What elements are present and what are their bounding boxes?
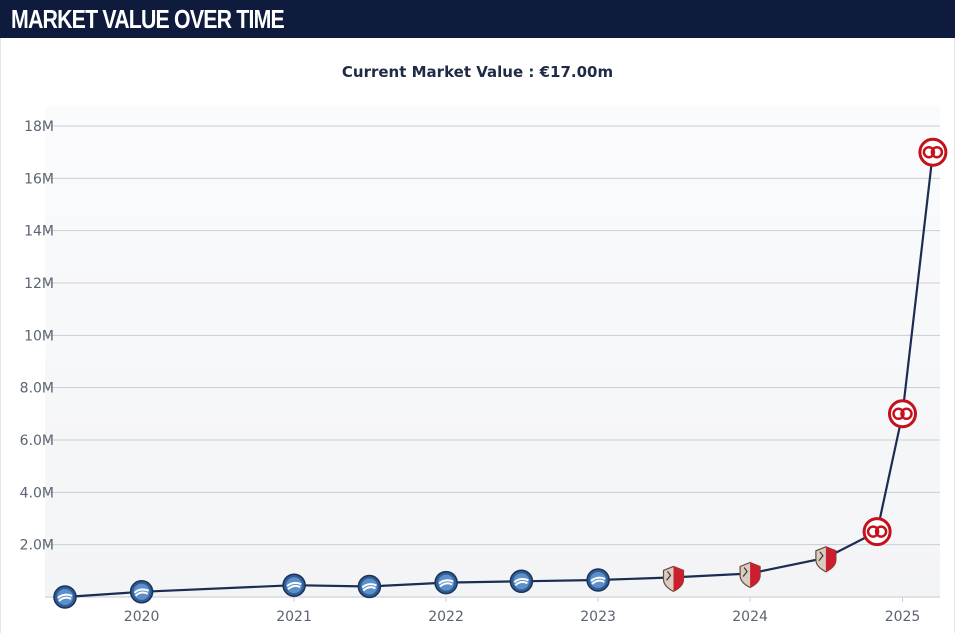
data-point-brighton-crest <box>357 574 382 599</box>
y-tick-label: 6.0M <box>20 433 54 449</box>
market-value-line <box>64 152 934 599</box>
data-point-cardiff-crest <box>815 546 837 573</box>
y-tick-label: 18M <box>24 119 54 135</box>
y-axis-ticks: 2.0M 4.0M 6.0M 8.0M 10M 12M 14M 16M 18M <box>20 119 54 554</box>
y-tick-label: 8.0M <box>20 381 54 397</box>
x-axis-ticks: 2020 2021 2022 2023 2024 2025 <box>124 597 921 625</box>
x-tick-label: 2021 <box>276 609 312 625</box>
data-point-brighton-crest <box>586 568 610 592</box>
data-point-brighton-crest <box>434 570 458 595</box>
chart-title: Current Market Value : €17.00m <box>341 63 614 81</box>
header-title: MARKET VALUE OVER TIME <box>11 4 285 34</box>
grid-lines <box>45 125 940 598</box>
x-tick-label: 2020 <box>124 609 160 625</box>
plot-area <box>45 106 940 598</box>
x-tick-label: 2022 <box>428 609 464 625</box>
y-tick-label: 2.0M <box>20 538 54 554</box>
data-point-brighton-crest <box>509 569 534 594</box>
y-tick-label: 10M <box>24 328 54 344</box>
y-tick-label: 14M <box>24 224 54 240</box>
chart-header: MARKET VALUE OVER TIME <box>0 0 955 38</box>
data-point-mainz-crest <box>862 517 892 547</box>
y-tick-label: 16M <box>24 171 54 187</box>
y-tick-label: 12M <box>24 276 54 292</box>
chart-panel <box>0 38 955 633</box>
data-point-brighton-crest <box>282 573 306 597</box>
data-point-mainz-crest <box>918 137 948 167</box>
x-tick-label: 2024 <box>732 609 768 625</box>
y-tick-label: 4.0M <box>20 485 54 501</box>
data-point-mainz-crest <box>888 399 917 429</box>
data-point-brighton-crest <box>53 585 77 609</box>
data-point-markers <box>53 137 948 609</box>
x-tick-label: 2023 <box>580 609 616 625</box>
data-point-brighton-crest <box>129 580 154 604</box>
data-point-cardiff-crest <box>662 565 685 593</box>
data-point-cardiff-crest <box>739 561 761 589</box>
x-tick-label: 2025 <box>885 609 921 625</box>
